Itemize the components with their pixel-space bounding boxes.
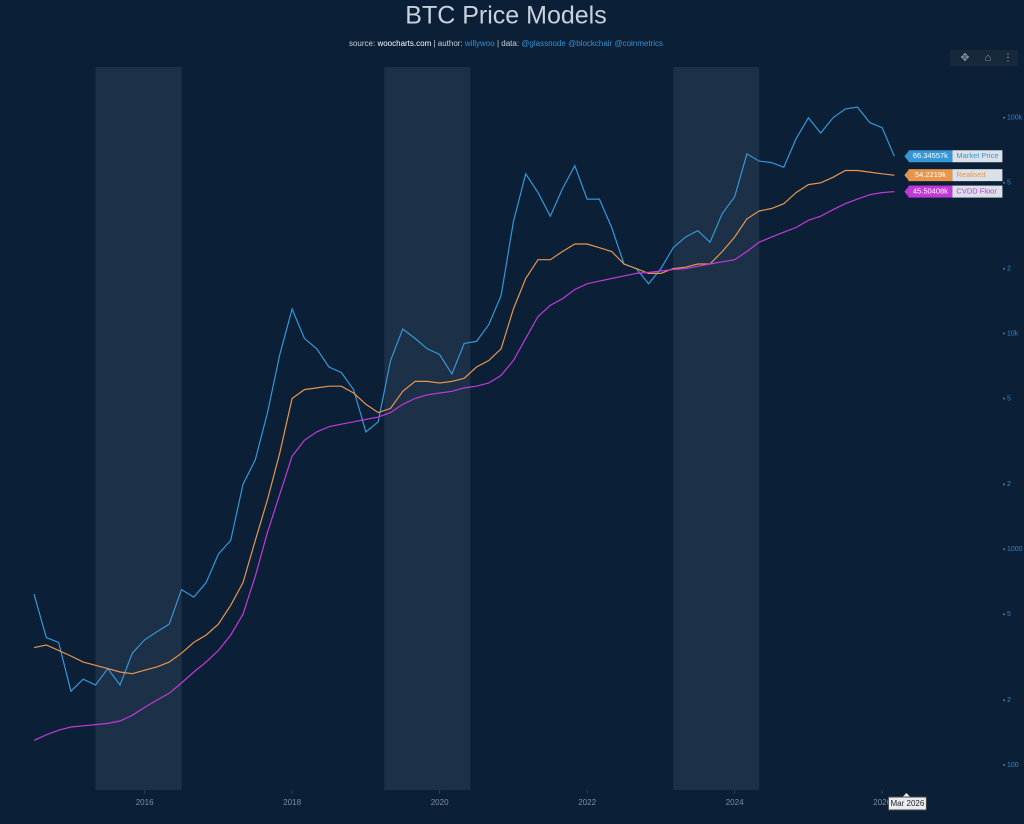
y-tick-mark: [1003, 267, 1005, 270]
pan-button[interactable]: ✥: [960, 52, 969, 64]
legend-name-bg: [952, 150, 1003, 163]
subtitle-part: | data:: [497, 39, 519, 48]
subtitle-part: @glassnode @blockchair @coinmetrics: [521, 39, 663, 48]
hover-label-bg: [887, 796, 927, 811]
end-label-value: 45.50408k: [913, 187, 948, 196]
subtitle-part: source:: [349, 39, 375, 48]
y-tick-label: 1000: [1007, 546, 1023, 553]
y-tick-label: 5: [1007, 395, 1011, 402]
end-label-value-bg: [908, 185, 953, 198]
y-tick-label: 5: [1007, 611, 1011, 618]
plot-area: 100 2 5 1000 2 5 10k 2 5 100k 2016 2018 2020 2022 2024…: [33, 67, 1023, 811]
spike-button[interactable]: ⋮: [1003, 53, 1013, 64]
x-tick-label: 2016: [136, 798, 154, 807]
end-label-value: 66.34557k: [913, 151, 948, 160]
y-tick-label: 2: [1007, 265, 1011, 272]
legend-name: Realised: [956, 170, 985, 179]
y-tick-mark: [1003, 116, 1005, 119]
y-tick-label: 100k: [1007, 115, 1023, 122]
y-tick-mark: [1003, 764, 1005, 767]
legend-name: Market Price: [956, 151, 998, 160]
series-line: [33, 169, 895, 675]
subtitle-part: woocharts.com: [376, 39, 431, 48]
shaded-period: [95, 67, 182, 790]
subtitle: source: woocharts.com | author: willywoo…: [349, 39, 663, 48]
y-tick-mark: [1003, 332, 1005, 335]
hover-pointer: [902, 793, 911, 797]
chart-title: BTC Price Models: [405, 2, 606, 30]
hover-label: Mar 2026: [891, 799, 925, 808]
x-tick-label: 2026: [873, 798, 891, 807]
x-tick-label: 2018: [283, 798, 301, 807]
legend-name: CVDD Floor: [956, 187, 997, 196]
end-label-pointer: [904, 186, 909, 197]
home-button[interactable]: ⌂: [985, 52, 992, 64]
y-tick-label: 10k: [1007, 330, 1019, 337]
legend-name-bg: [952, 169, 1003, 182]
y-tick-mark: [1003, 483, 1005, 486]
y-tick-mark: [1003, 397, 1005, 400]
end-label-value: 54.2219k: [915, 170, 946, 179]
series-line: [33, 191, 895, 741]
shaded-period: [673, 67, 760, 790]
x-tick-label: 2020: [431, 798, 449, 807]
y-tick-label: 2: [1007, 481, 1011, 488]
x-tick-label: 2024: [726, 798, 744, 807]
y-tick-mark: [1003, 699, 1005, 702]
toolbar: ✥ ⌂ ⋮: [950, 50, 1018, 66]
end-label-pointer: [904, 151, 909, 162]
y-tick-label: 100: [1007, 762, 1019, 769]
subtitle-part: | author:: [433, 39, 462, 48]
y-tick-label: 5: [1007, 180, 1011, 187]
toolbar-bg: [950, 50, 1018, 66]
end-label-value-bg: [908, 150, 953, 163]
y-tick-label: 2: [1007, 697, 1011, 704]
end-label-pointer: [904, 170, 909, 181]
legend-name-bg: [952, 185, 1003, 198]
subtitle-part: willywoo: [464, 39, 495, 48]
shaded-period: [384, 67, 471, 790]
x-tick-label: 2022: [578, 798, 596, 807]
y-tick-mark: [1003, 613, 1005, 616]
y-tick-mark: [1003, 181, 1005, 184]
y-tick-mark: [1003, 548, 1005, 551]
end-label-value-bg: [908, 169, 953, 182]
series-line: [33, 106, 895, 693]
